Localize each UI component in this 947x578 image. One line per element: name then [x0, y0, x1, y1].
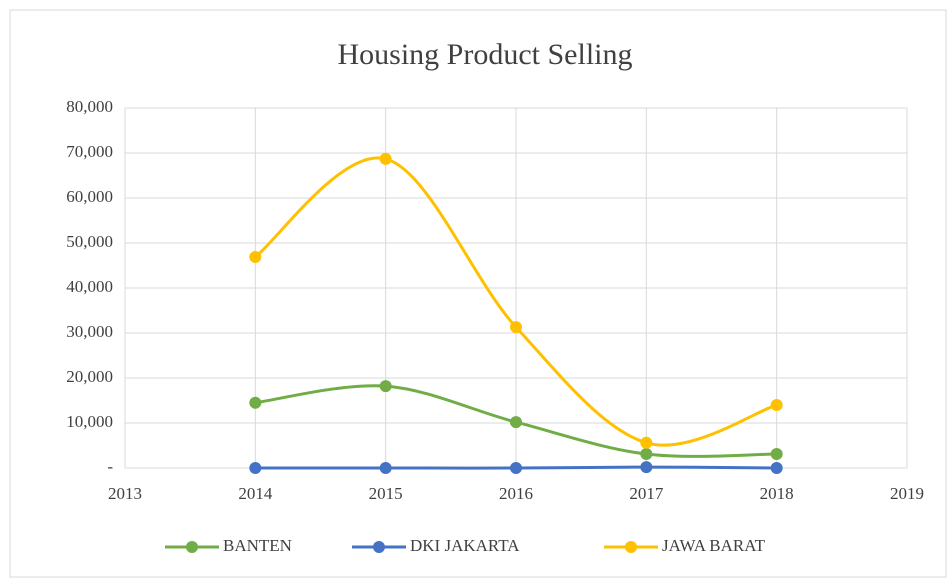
y-tick-label: 10,000 — [66, 412, 113, 431]
data-point — [640, 461, 653, 474]
chart-border — [9, 9, 947, 578]
x-tick-label: 2015 — [369, 484, 403, 503]
y-tick-label: 20,000 — [66, 367, 113, 386]
data-point — [379, 380, 392, 393]
x-tick-label: 2017 — [629, 484, 664, 503]
data-point — [379, 462, 392, 474]
y-tick-label: 50,000 — [66, 232, 113, 251]
data-point — [640, 448, 653, 461]
legend-marker — [186, 541, 198, 553]
legend-label: JAWA BARAT — [662, 536, 766, 555]
data-point — [510, 321, 522, 334]
series-line — [254, 156, 778, 447]
x-tick-label: 2018 — [760, 484, 794, 503]
data-point — [249, 396, 262, 409]
y-tick-label: 80,000 — [66, 97, 113, 116]
y-tick-label: 40,000 — [66, 277, 113, 296]
data-point — [770, 462, 783, 474]
x-tick-label: 2013 — [108, 484, 142, 503]
x-tick-label: 2016 — [499, 484, 533, 503]
chart-title: Housing Product Selling — [337, 38, 632, 71]
data-point — [249, 250, 262, 263]
legend-label: BANTEN — [223, 536, 292, 555]
legend-marker — [373, 541, 385, 553]
y-tick-label: - — [107, 457, 113, 476]
data-point — [640, 436, 653, 449]
data-point — [510, 416, 522, 429]
x-tick-label: 2019 — [890, 484, 924, 503]
data-point — [379, 152, 392, 165]
data-point — [249, 462, 262, 474]
data-point — [770, 448, 783, 461]
y-tick-label: 60,000 — [66, 187, 113, 206]
data-point — [510, 462, 522, 474]
y-tick-label: 30,000 — [66, 322, 113, 341]
x-tick-label: 2014 — [238, 484, 273, 503]
legend-marker — [625, 541, 637, 553]
y-tick-label: 70,000 — [66, 142, 113, 161]
legend-label: DKI JAKARTA — [410, 536, 520, 555]
data-point — [770, 399, 783, 411]
